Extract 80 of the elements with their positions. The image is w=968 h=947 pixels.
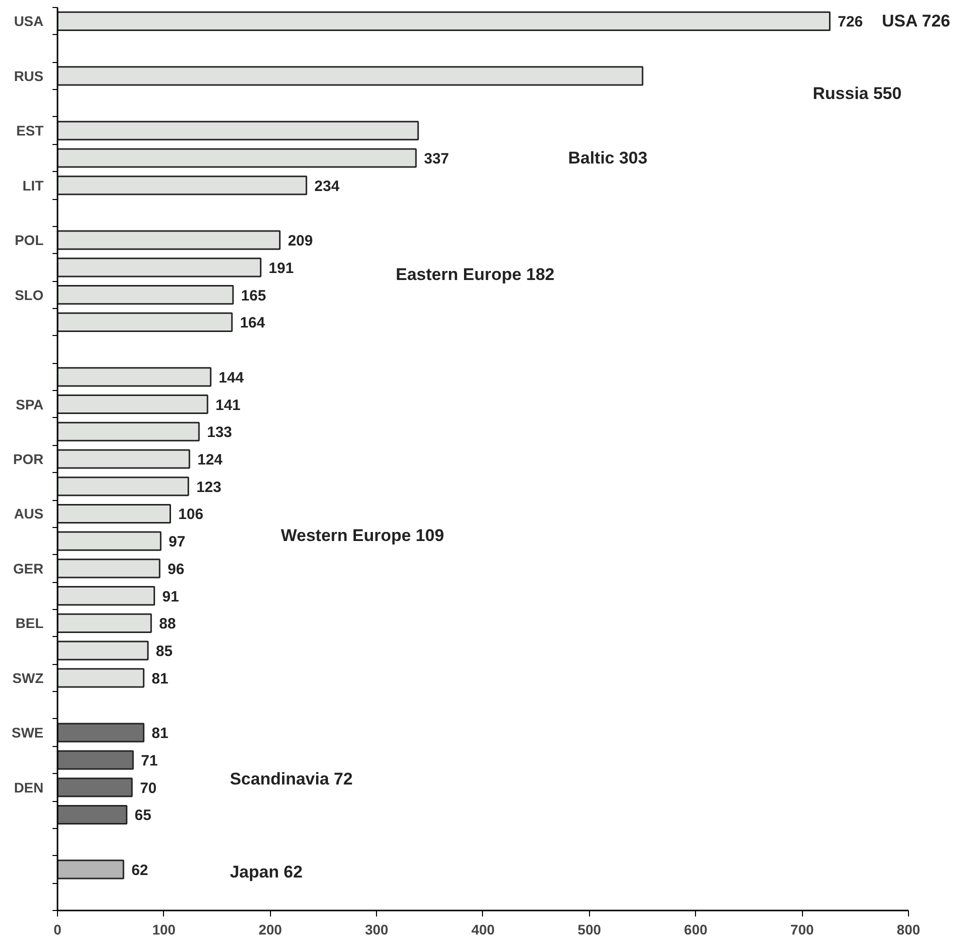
y-tick-label: SPA: [16, 396, 44, 412]
bar: [58, 367, 212, 387]
bar: [58, 312, 233, 332]
bar: [58, 668, 144, 688]
bar: [58, 176, 308, 196]
bar: [58, 476, 190, 496]
bar: [58, 285, 234, 305]
data-label: 70: [140, 780, 157, 797]
data-label: 337: [424, 150, 450, 168]
data-label: 88: [159, 616, 176, 633]
bar: [58, 804, 128, 825]
x-tick-label: 600: [684, 922, 708, 938]
y-tick-label: AUS: [14, 506, 44, 522]
bar: [58, 449, 190, 469]
x-tick-label: 400: [471, 922, 495, 938]
data-label: 726: [838, 14, 863, 31]
y-tick-label: USA: [14, 13, 44, 30]
y-tick-label: RUS: [14, 68, 44, 84]
data-label: 133: [206, 424, 232, 442]
y-tick-label: POR: [13, 451, 44, 467]
data-label: 81: [152, 725, 168, 742]
x-tick-label: 0: [54, 922, 62, 938]
bar: [58, 750, 134, 770]
bar: [58, 11, 831, 31]
bar: [58, 558, 160, 578]
x-tick-label: 300: [364, 922, 389, 938]
x-tick-label: 500: [578, 922, 602, 938]
data-label: 124: [197, 452, 224, 468]
bar: [58, 120, 419, 140]
bar: [58, 394, 208, 414]
y-tick-label: DEN: [14, 779, 44, 796]
data-label: 62: [131, 862, 148, 879]
data-label: 71: [141, 752, 158, 770]
bar: [58, 613, 152, 633]
annotation: Baltic 303: [568, 148, 648, 168]
bar: [58, 66, 644, 86]
bar: [58, 422, 200, 442]
data-label: 209: [288, 232, 313, 250]
bar: [58, 531, 162, 551]
data-label: 85: [156, 643, 173, 660]
data-label: 91: [162, 588, 179, 606]
data-label: 123: [196, 478, 222, 496]
bar: [58, 640, 149, 660]
bar: [58, 148, 417, 168]
data-label: 97: [168, 534, 186, 551]
y-tick-label: SWE: [12, 724, 44, 741]
x-tick-label: 200: [258, 922, 282, 938]
x-tick-label: 800: [896, 922, 920, 938]
bar: [58, 722, 144, 742]
bar: [58, 258, 262, 278]
y-tick-label: POL: [14, 232, 44, 248]
y-tick-label: EST: [16, 122, 44, 139]
bar: [58, 586, 156, 606]
x-tick-label: 100: [152, 922, 176, 938]
bar: [58, 778, 133, 798]
data-label: 81: [152, 670, 168, 688]
data-label: 141: [215, 396, 241, 414]
bar: [58, 230, 281, 250]
data-label: 144: [218, 369, 244, 386]
y-tick-label: SWZ: [12, 670, 44, 686]
annotation: Russia 550: [812, 84, 902, 104]
y-tick-label: GER: [13, 560, 44, 576]
annotation: USA 726: [882, 12, 950, 31]
annotation: Japan 62: [230, 862, 303, 882]
data-label: 106: [178, 506, 204, 524]
annotation: Eastern Europe 182: [396, 264, 555, 284]
data-label: 164: [240, 314, 266, 332]
data-label: 165: [241, 287, 266, 304]
data-label: 234: [314, 178, 340, 195]
x-tick-label: 700: [790, 922, 814, 938]
bar: [58, 504, 172, 524]
data-label: 96: [168, 560, 184, 578]
y-tick-label: BEL: [16, 615, 44, 632]
data-label: 65: [134, 807, 152, 824]
annotation: Western Europe 109: [280, 526, 444, 546]
data-label: 191: [268, 260, 294, 277]
y-tick-label: LIT: [22, 177, 44, 194]
y-tick-label: SLO: [14, 286, 44, 303]
bar: [58, 860, 124, 880]
annotation: Scandinavia 72: [230, 770, 353, 789]
